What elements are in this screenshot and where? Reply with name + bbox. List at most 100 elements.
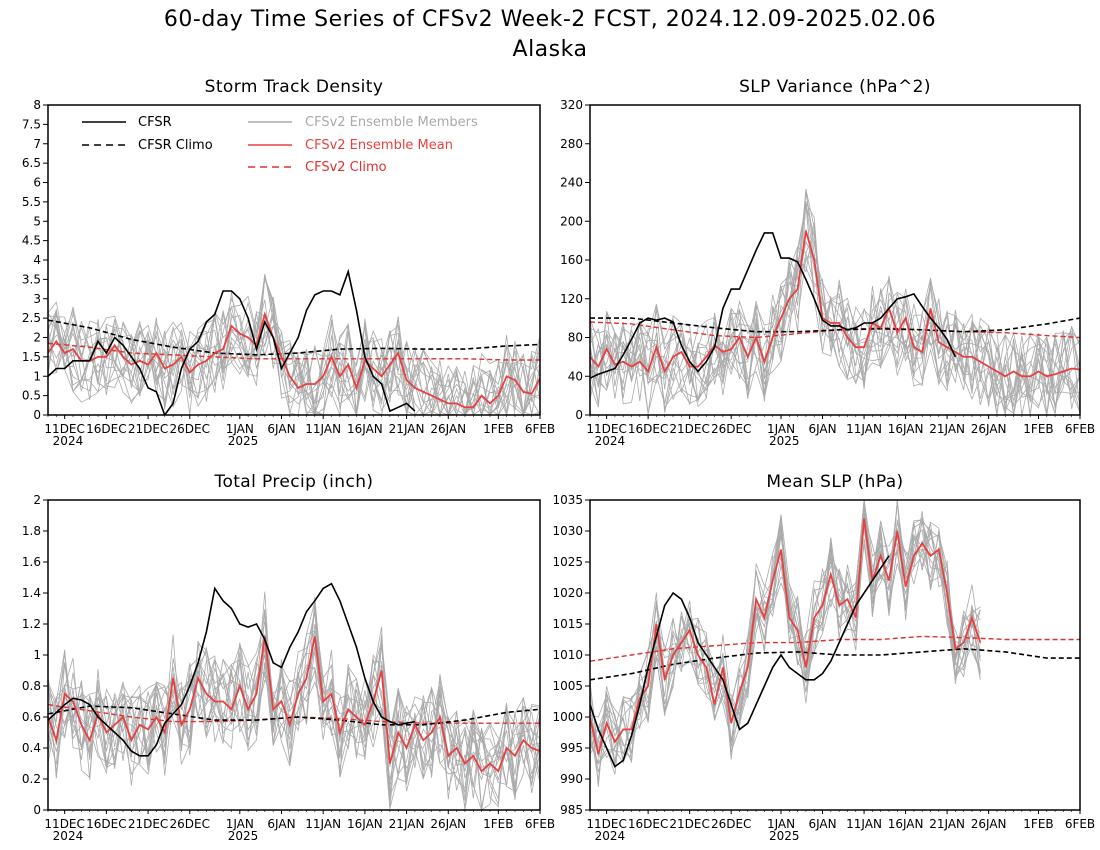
y-tick-label: 1025	[552, 555, 583, 569]
ensemble-member-line	[48, 645, 540, 800]
x-tick-label: 1FEB	[1023, 817, 1053, 831]
y-tick-label: 2	[33, 493, 41, 507]
x-tick-label: 26JAN	[430, 817, 466, 831]
x-tick-label: 26JAN	[430, 422, 466, 436]
ensemble-member-line	[590, 522, 981, 759]
x-tick-label: 1FEB	[1023, 422, 1053, 436]
y-tick-label: 320	[560, 98, 583, 112]
x-tick-label: 26DEC	[170, 817, 210, 831]
y-tick-label: 4	[33, 253, 41, 267]
y-tick-label: 240	[560, 176, 583, 190]
y-tick-label: 2.5	[22, 311, 41, 325]
ensemble-member-line	[590, 205, 1080, 415]
ensemble-member-line	[48, 609, 540, 810]
x-tick-year-label: 2024	[595, 434, 626, 448]
ensemble-member-line	[48, 274, 540, 415]
y-tick-label: 1	[33, 648, 41, 662]
cfsr-line	[590, 555, 890, 768]
x-tick-label: 11JAN	[305, 817, 341, 831]
y-tick-label: 120	[560, 292, 583, 306]
x-tick-label: 1FEB	[483, 422, 513, 436]
cfsr-climo-line	[48, 705, 540, 726]
x-tick-label: 1FEB	[483, 817, 513, 831]
y-tick-label: 8	[33, 98, 41, 112]
x-tick-label: 1JAN	[767, 422, 795, 436]
x-tick-label: 21DEC	[669, 422, 709, 436]
ensemble-member-line	[48, 612, 540, 808]
x-tick-label: 26DEC	[711, 817, 751, 831]
ensemble-member-line	[590, 500, 981, 764]
y-tick-label: 1000	[552, 710, 583, 724]
panel-total-precip: Total Precip (inch) 0 0.2 0.4 0.6 0.8 1 1.2 1.4 1…	[22, 472, 555, 843]
legend-ensemble-mean-label: CFSv2 Ensemble Mean	[305, 138, 453, 153]
x-tick-label: 6JAN	[808, 422, 836, 436]
x-tick-label: 26DEC	[170, 422, 210, 436]
panel-mean-slp: Mean SLP (hPa) 985 990 995 1000 1005 1010 1015 1…	[552, 472, 1095, 843]
ensemble-member-line	[48, 314, 540, 415]
ensemble-member-line	[590, 500, 981, 773]
x-tick-label: 11JAN	[846, 422, 882, 436]
y-tick-label: 7	[33, 137, 41, 151]
y-tick-label: 1.2	[22, 617, 41, 631]
y-tick-label: 3	[33, 292, 41, 306]
x-tick-year-label: 2024	[595, 829, 626, 843]
x-tick-label: 16DEC	[86, 817, 126, 831]
x-tick-label: 6FEB	[1065, 817, 1095, 831]
y-tick-label: 2	[33, 331, 41, 345]
figure-title: 60-day Time Series of CFSv2 Week-2 FCST,…	[164, 7, 936, 32]
ensemble-member-line	[590, 500, 981, 765]
legend-ensemble-members-label: CFSv2 Ensemble Members	[305, 115, 478, 130]
y-tick-label: 1020	[552, 586, 583, 600]
x-tick-label: 21DEC	[128, 422, 168, 436]
plot-area	[48, 268, 540, 415]
x-tick-year-label: 2025	[769, 829, 800, 843]
x-tick-label: 16JAN	[347, 817, 383, 831]
x-tick-label: 1JAN	[767, 817, 795, 831]
x-tick-label: 16JAN	[888, 422, 924, 436]
y-tick-label: 7.5	[22, 117, 41, 131]
cfsv2-climo-line	[590, 635, 1080, 662]
ensemble-mean-line	[590, 230, 1080, 378]
cfsr-climo-line	[48, 319, 540, 356]
x-tick-label: 21JAN	[929, 422, 965, 436]
y-tick-label: 40	[568, 369, 583, 383]
y-tick-label: 0.8	[22, 679, 41, 693]
y-tick-label: 4.5	[22, 234, 41, 248]
y-tick-label: 1015	[552, 617, 583, 631]
cfsr-line	[590, 232, 957, 379]
panel-title: SLP Variance (hPa^2)	[739, 77, 931, 97]
plot-area	[590, 188, 1080, 415]
x-tick-label: 21JAN	[389, 422, 425, 436]
ensemble-member-line	[590, 205, 1080, 415]
figure-subtitle: Alaska	[513, 37, 588, 62]
x-tick-year-label: 2024	[53, 434, 84, 448]
ensemble-member-line	[590, 254, 1080, 415]
ensemble-member-line	[48, 291, 540, 415]
ensemble-member-line	[48, 609, 540, 801]
ensemble-mean-line	[48, 636, 540, 773]
y-tick-label: 6	[33, 176, 41, 190]
y-tick-label: 1.4	[22, 586, 41, 600]
plot-area	[48, 582, 540, 810]
y-tick-label: 0	[33, 803, 41, 817]
panel-title: Mean SLP (hPa)	[766, 472, 903, 492]
y-tick-label: 1	[33, 369, 41, 383]
x-tick-label: 16DEC	[628, 422, 668, 436]
ensemble-member-line	[590, 239, 1080, 415]
x-tick-label: 6JAN	[267, 422, 295, 436]
ensemble-member-line	[590, 240, 1080, 408]
y-tick-label: 0	[33, 408, 41, 422]
plot-area	[590, 500, 1080, 787]
ensemble-member-line	[48, 274, 540, 415]
x-tick-label: 1JAN	[226, 817, 254, 831]
x-tick-label: 26JAN	[971, 422, 1007, 436]
x-tick-year-label: 2025	[228, 434, 259, 448]
y-tick-label: 990	[560, 772, 583, 786]
x-tick-label: 11DEC	[44, 817, 84, 831]
cfsr-climo-line	[590, 647, 1080, 681]
x-tick-label: 11DEC	[44, 422, 84, 436]
y-tick-label: 1005	[552, 679, 583, 693]
y-tick-label: 5	[33, 214, 41, 228]
legend-cfsv2-climo-label: CFSv2 Climo	[305, 160, 387, 175]
